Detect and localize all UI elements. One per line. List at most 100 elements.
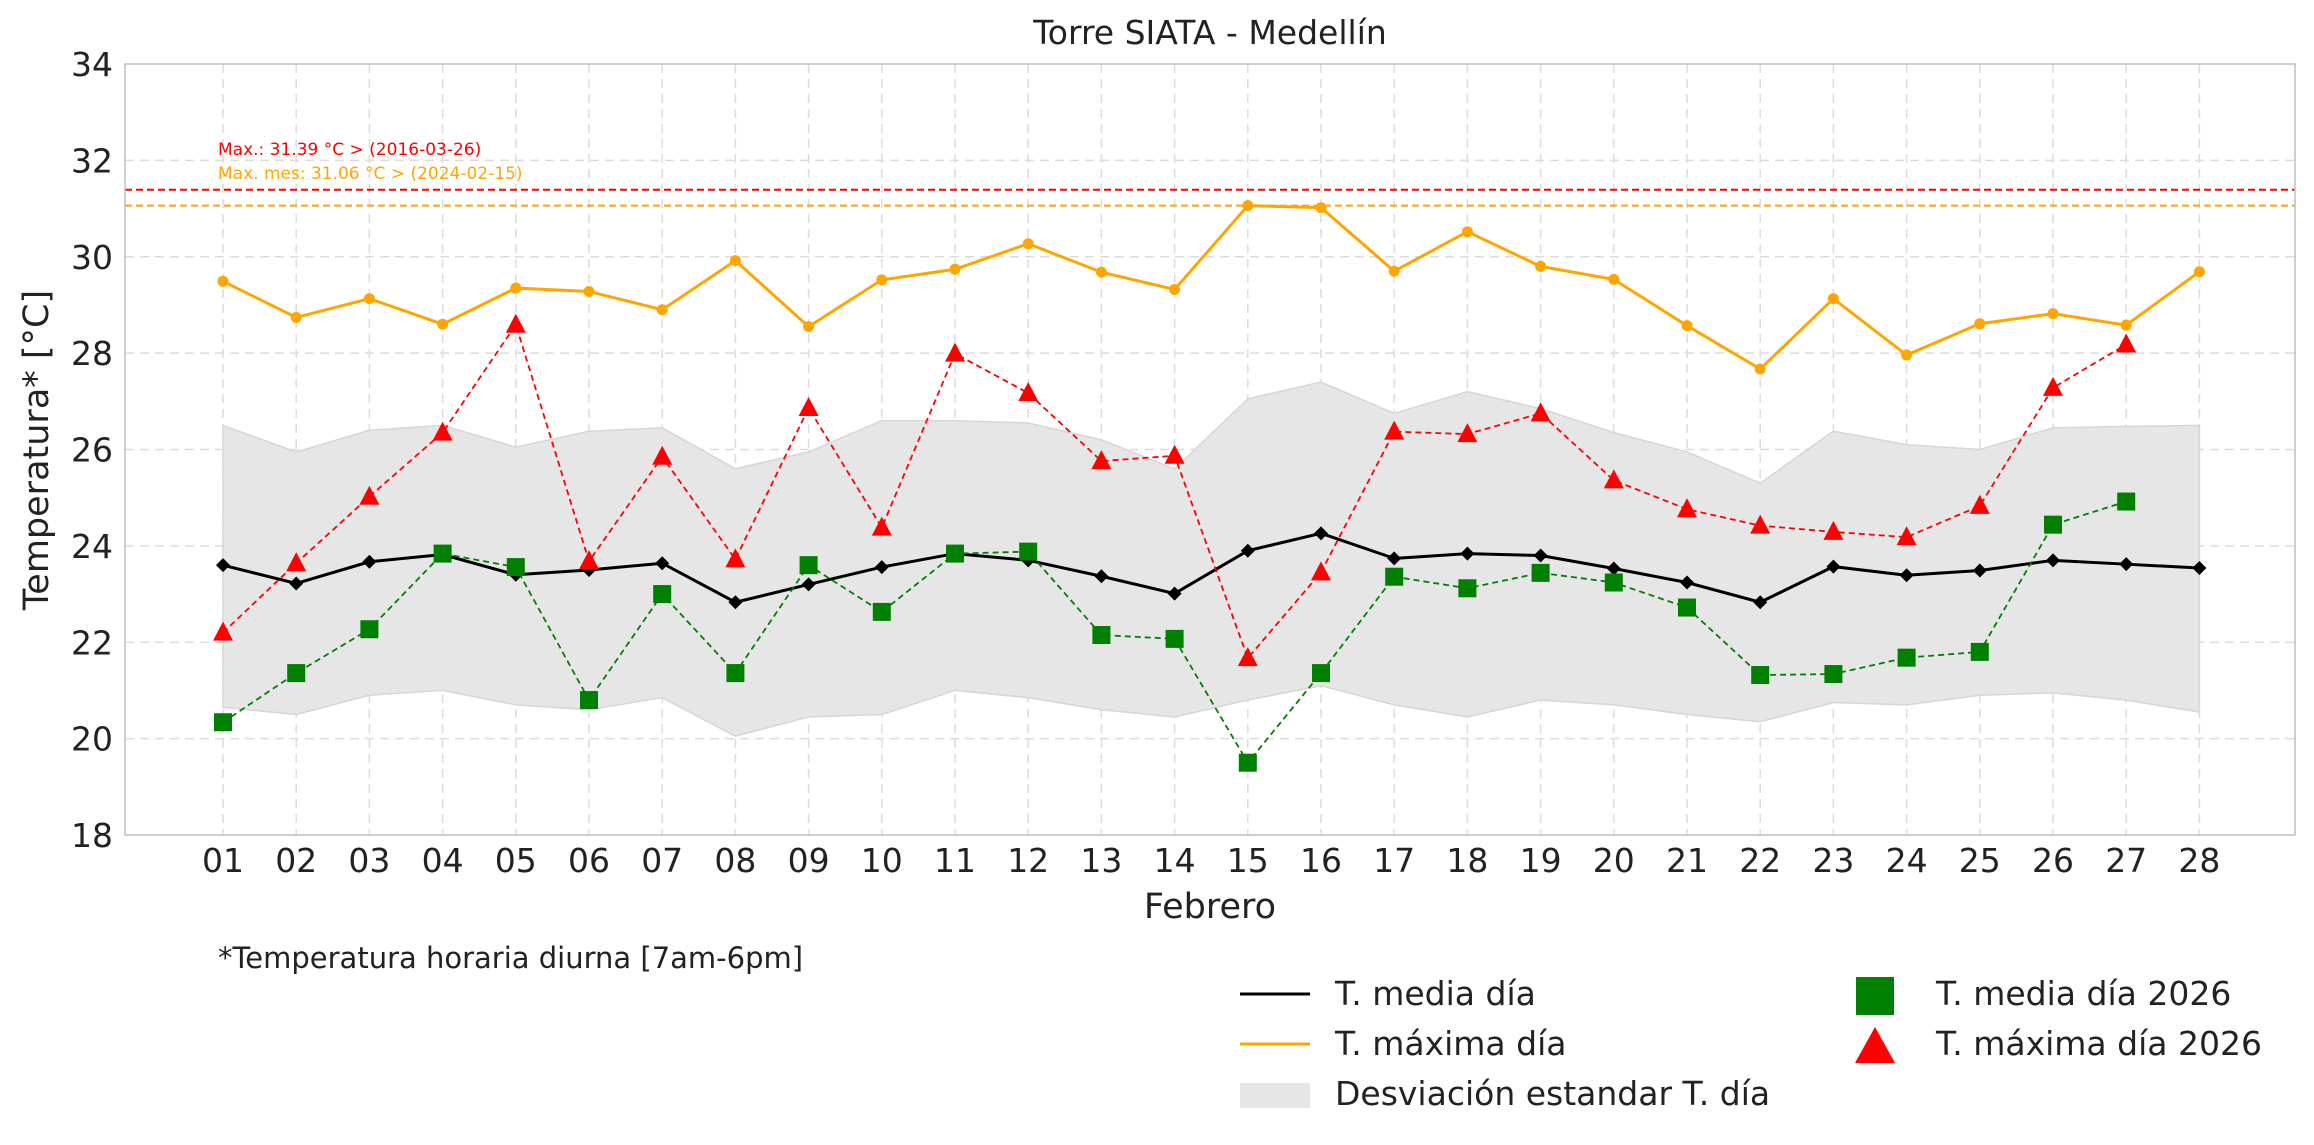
data-point: [1899, 568, 1914, 583]
data-point: [1461, 226, 1473, 238]
data-point: [1237, 647, 1258, 667]
data-point: [1603, 469, 1624, 489]
x-tick-label: 18: [1446, 841, 1488, 880]
data-point: [1385, 567, 1404, 586]
data-point: [433, 544, 452, 563]
data-point: [1969, 494, 1990, 514]
data-point: [289, 576, 304, 591]
data-point: [1019, 542, 1038, 561]
data-point: [1677, 498, 1697, 518]
x-tick-label: 28: [2178, 841, 2220, 880]
data-point: [725, 548, 746, 568]
data-point: [510, 282, 522, 294]
data-point: [656, 304, 668, 316]
data-point: [1530, 402, 1551, 422]
data-point: [653, 585, 672, 604]
data-point: [1970, 642, 1989, 661]
data-point: [2047, 308, 2059, 320]
x-tick-label: 17: [1373, 841, 1415, 880]
data-point: [1094, 569, 1109, 584]
x-tick-label: 08: [714, 841, 756, 880]
data-point: [1240, 543, 1255, 558]
chart-title: Torre SIATA - Medellín: [1032, 13, 1387, 52]
data-point: [1460, 546, 1475, 561]
x-tick-label: 22: [1739, 841, 1781, 880]
x-tick-label: 16: [1300, 841, 1342, 880]
data-point: [1750, 514, 1771, 534]
data-point: [1022, 238, 1034, 250]
data-point: [871, 516, 892, 536]
legend-swatch-max-2026: [1855, 1027, 1895, 1063]
data-point: [1387, 551, 1402, 566]
x-tick-label: 05: [495, 841, 537, 880]
data-point: [799, 556, 818, 575]
data-point: [1606, 561, 1621, 576]
data-point: [1315, 202, 1327, 214]
data-point: [2043, 376, 2063, 396]
data-point: [217, 275, 229, 287]
data-point: [1754, 363, 1766, 375]
x-tick-label: 23: [1812, 841, 1854, 880]
x-tick-label: 06: [568, 841, 610, 880]
data-point: [729, 255, 741, 267]
data-point: [359, 485, 380, 505]
data-point: [801, 577, 816, 592]
data-point: [726, 664, 745, 683]
data-point: [1753, 595, 1768, 610]
x-tick-label: 11: [934, 841, 976, 880]
data-point: [362, 554, 377, 569]
x-tick-label: 12: [1007, 841, 1049, 880]
data-point: [949, 263, 961, 275]
footnote: *Temperatura horaria diurna [7am-6pm]: [218, 941, 803, 975]
data-point: [1311, 561, 1331, 581]
series-layer: [213, 200, 2207, 772]
y-axis-label: Temperatura* [°C]: [17, 290, 57, 611]
data-point: [1165, 629, 1184, 648]
y-tick-label: 34: [71, 45, 113, 84]
reference-lines: Max.: 31.39 °C > (2016-03-26) Max. mes: 3…: [125, 140, 2295, 207]
data-point: [1678, 598, 1696, 617]
data-point: [1312, 664, 1330, 683]
data-point: [1608, 273, 1620, 285]
series-line: [222, 204, 2201, 371]
data-point: [803, 321, 815, 333]
legend-label-max-2026: T. máxima día 2026: [1935, 1024, 2262, 1063]
x-axis-label: Febrero: [1144, 887, 1276, 927]
x-tick-label: 24: [1886, 841, 1928, 880]
x-tick-label: 07: [641, 841, 683, 880]
data-point: [1681, 320, 1693, 332]
data-point: [432, 421, 453, 441]
data-point: [1827, 293, 1839, 305]
data-point: [1092, 626, 1111, 645]
legend-label-mean: T. media día: [1334, 974, 1536, 1013]
x-tick-label: 04: [422, 841, 464, 880]
x-tick-label: 20: [1593, 841, 1635, 880]
data-point: [1826, 559, 1841, 574]
x-tick-label: 09: [788, 841, 830, 880]
data-point: [2120, 319, 2132, 331]
data-point: [1242, 200, 1254, 212]
y-tick-label: 32: [71, 141, 113, 180]
data-point: [874, 560, 889, 575]
data-point: [1824, 665, 1843, 684]
data-point: [945, 342, 965, 362]
data-point: [728, 595, 743, 610]
data-point: [1384, 420, 1405, 440]
x-tick-label: 10: [861, 841, 903, 880]
data-point: [1095, 266, 1107, 278]
data-point: [1457, 423, 1478, 443]
y-tick-label: 20: [71, 720, 113, 759]
data-point: [213, 621, 233, 641]
data-point: [655, 556, 670, 571]
data-point: [2192, 561, 2207, 576]
data-point: [876, 274, 888, 286]
data-point: [1823, 520, 1844, 540]
x-tick-label: 25: [1959, 841, 2001, 880]
data-point: [1533, 548, 1548, 563]
x-tick-label: 02: [275, 841, 317, 880]
data-point: [1018, 382, 1039, 402]
data-point: [1974, 318, 1986, 330]
data-point: [363, 293, 375, 305]
data-point: [1388, 265, 1400, 277]
